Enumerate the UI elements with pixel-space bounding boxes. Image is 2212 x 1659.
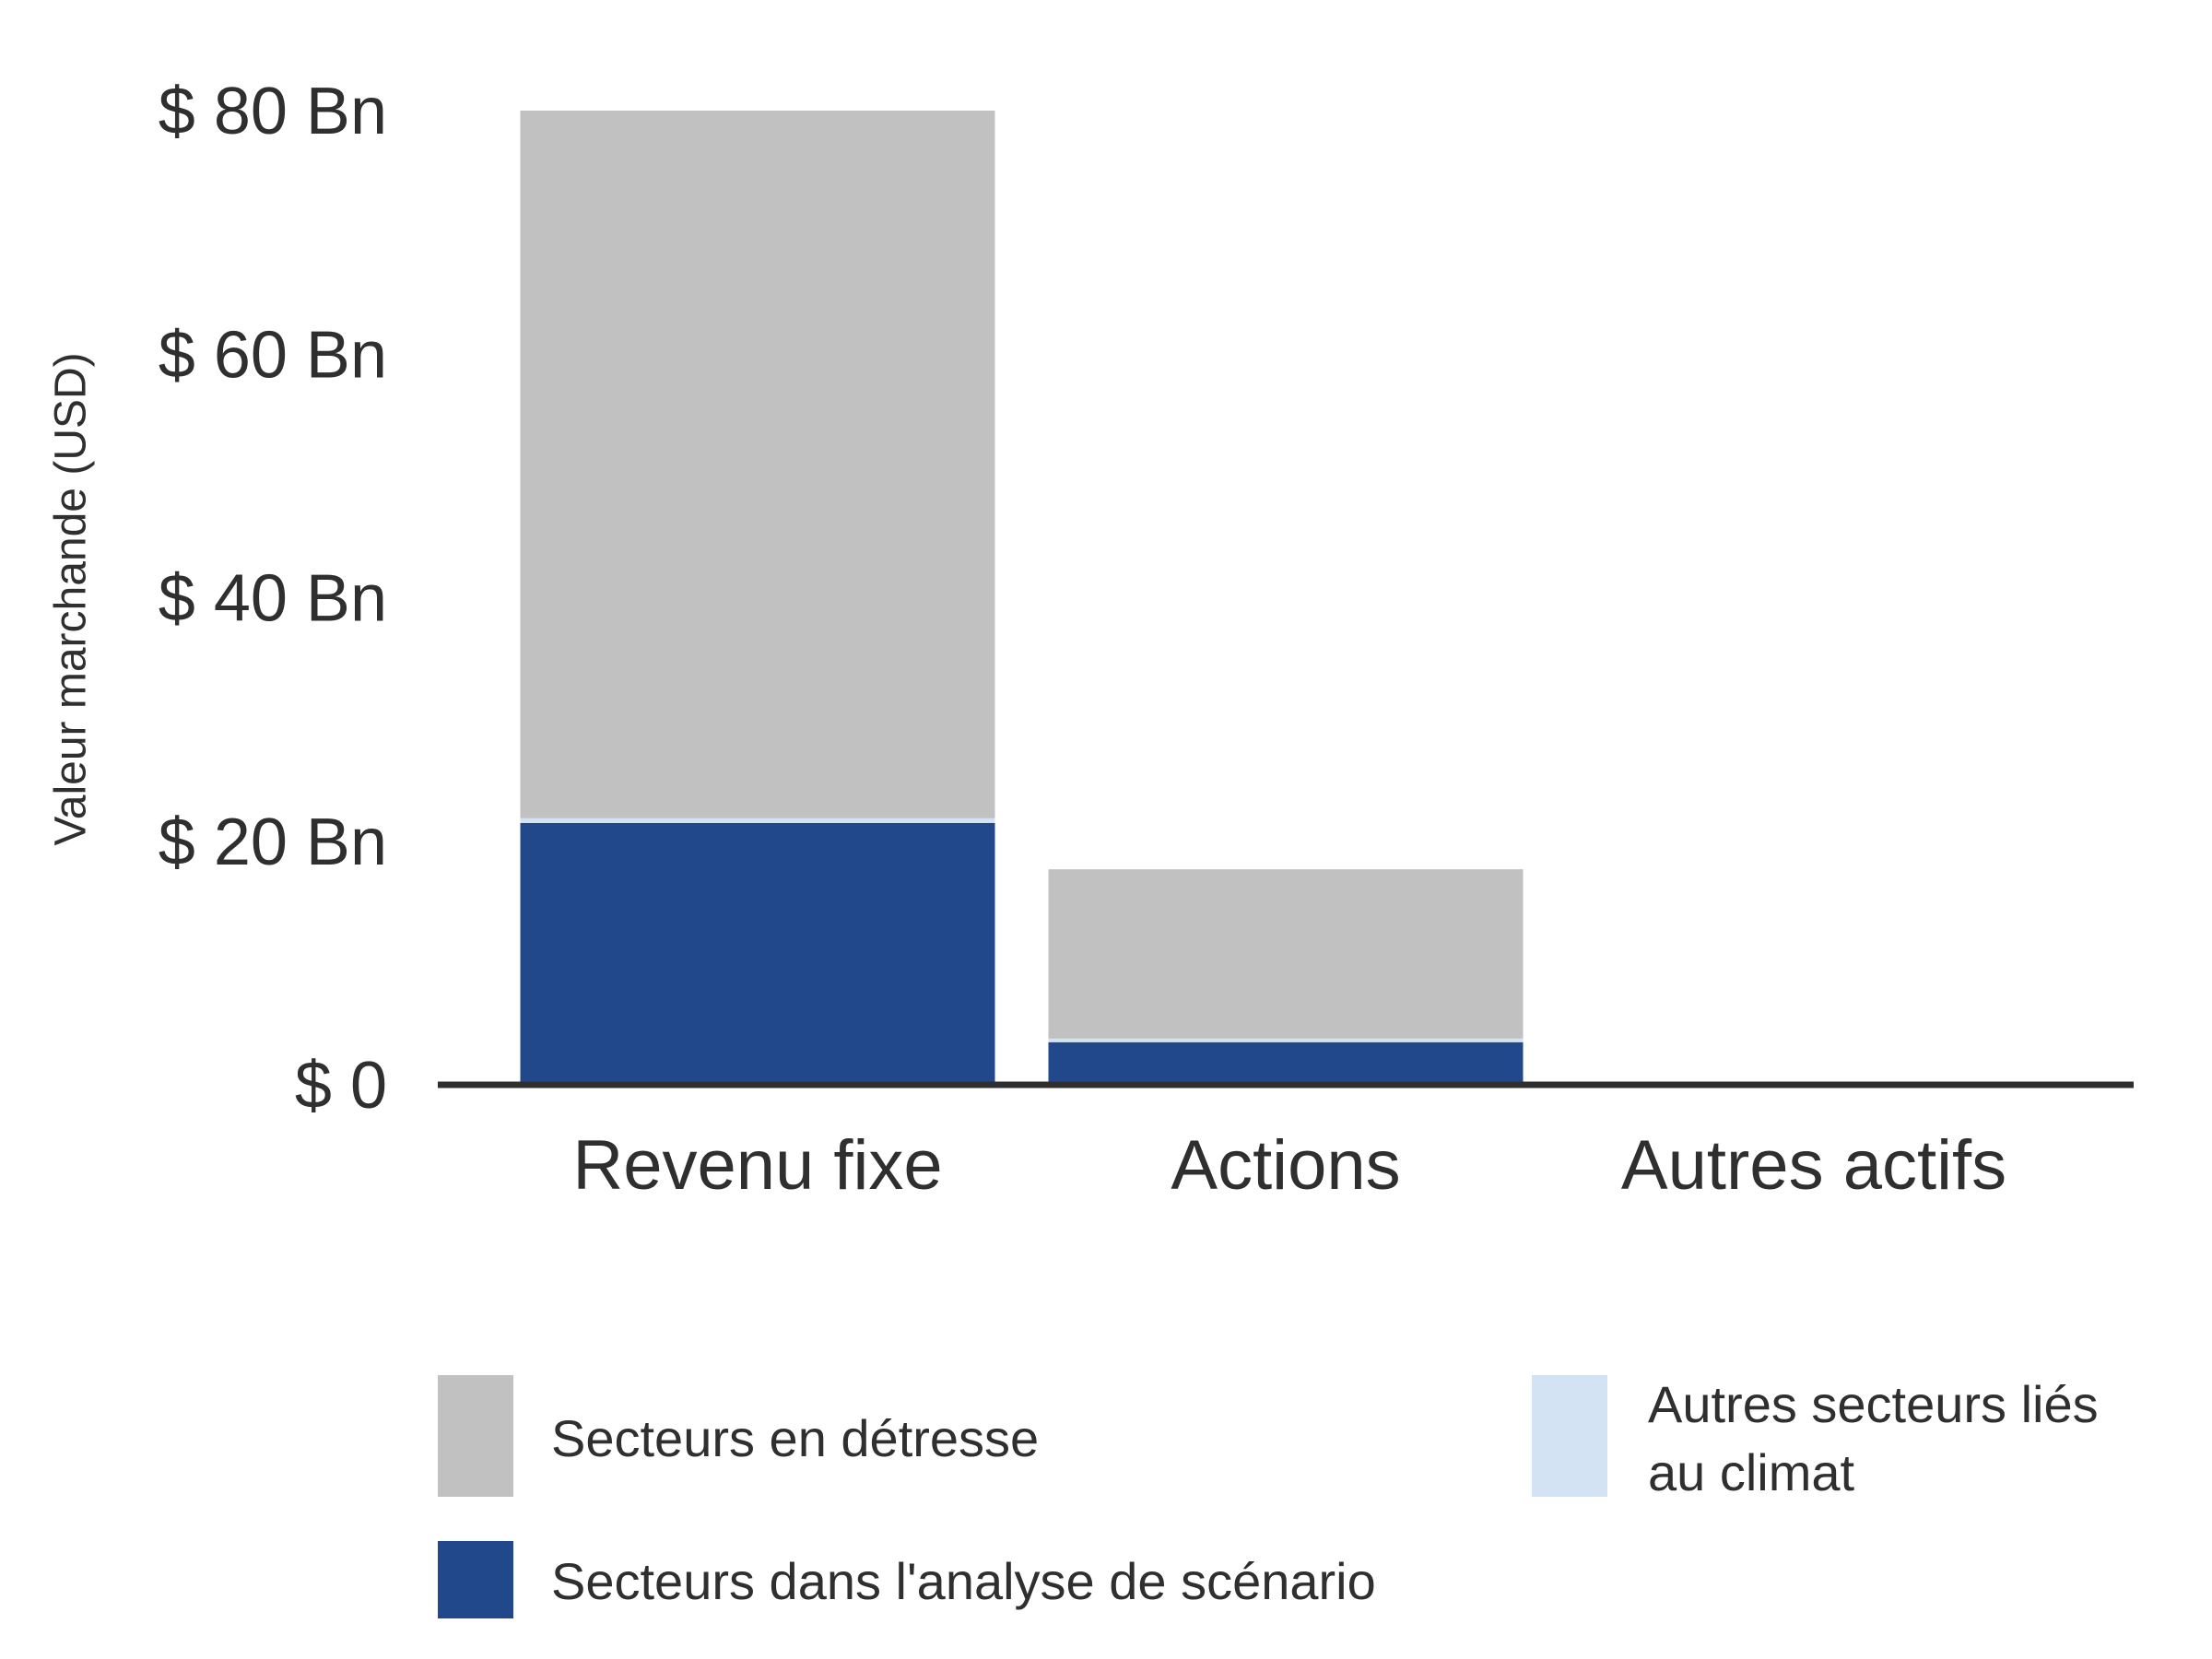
bar-segment — [1048, 869, 1524, 1039]
legend-label: au climat — [1648, 1443, 1855, 1501]
x-axis-labels: Revenu fixe Actions Autres actifs — [572, 1126, 2006, 1205]
legend: Secteurs en détresse Autres secteurs liés… — [438, 1375, 2099, 1618]
y-axis-title: Valeur marchande (USD) — [47, 352, 96, 845]
bar-segment — [1048, 1036, 1524, 1042]
bar-segment — [520, 817, 995, 823]
y-axis-ticks: $ 0 $ 20 Bn $ 40 Bn $ 60 Bn $ 80 Bn — [159, 75, 387, 1123]
legend-swatch — [438, 1375, 513, 1497]
y-tick-label: $ 40 Bn — [159, 562, 387, 636]
legend-label: Secteurs en détresse — [551, 1409, 1039, 1467]
y-tick-label: $ 0 — [295, 1049, 387, 1123]
x-tick-label: Autres actifs — [1621, 1126, 2006, 1205]
bar-segment — [520, 111, 995, 818]
y-tick-label: $ 20 Bn — [159, 806, 387, 879]
legend-label: Secteurs dans l'analyse de scénario — [551, 1552, 1376, 1610]
bar-segment — [1048, 1041, 1524, 1085]
bars-group — [520, 111, 1524, 1085]
bar-segment — [520, 822, 995, 1085]
y-axis-title-group: Valeur marchande (USD) — [47, 352, 96, 845]
y-tick-label: $ 80 Bn — [159, 75, 387, 148]
y-tick-label: $ 60 Bn — [159, 318, 387, 392]
legend-label: Autres secteurs liés — [1648, 1375, 2099, 1433]
x-tick-label: Revenu fixe — [572, 1126, 942, 1205]
x-tick-label: Actions — [1171, 1126, 1400, 1205]
legend-swatch — [438, 1541, 513, 1618]
legend-swatch — [1532, 1375, 1607, 1497]
